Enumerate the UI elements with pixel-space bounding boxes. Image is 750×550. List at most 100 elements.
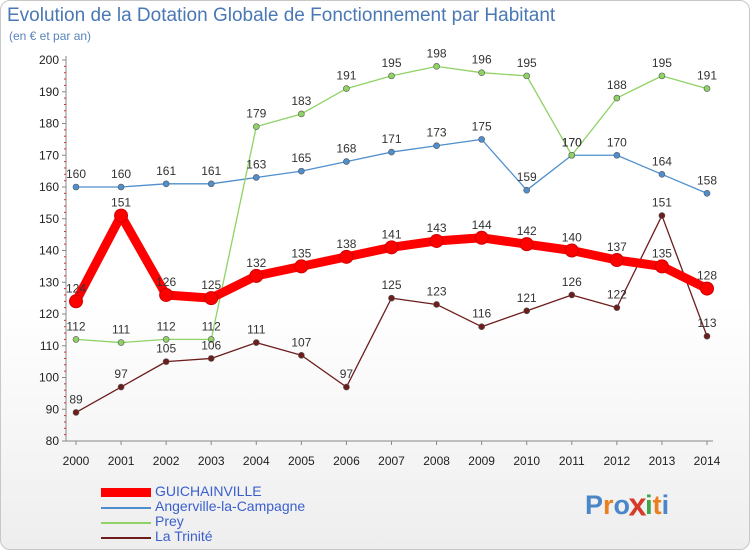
legend-label-guichainville: GUICHAINVILLE (155, 483, 262, 499)
data-label-angerville-la-campagne: 159 (517, 170, 537, 184)
data-point-la-trinit- (523, 307, 531, 315)
data-point-prey (117, 339, 125, 346)
data-label-prey: 195 (381, 56, 401, 70)
data-point-guichainville (204, 291, 219, 306)
data-point-prey (658, 72, 666, 80)
x-tick-label: 2014 (694, 454, 721, 468)
x-tick-label: 2007 (378, 454, 405, 468)
data-point-la-trinit- (568, 291, 576, 299)
data-label-prey: 111 (112, 323, 131, 337)
data-point-angerville-la-campagne (388, 148, 395, 156)
data-label-la-trinit-: 105 (156, 342, 176, 356)
data-label-la-trinit-: 106 (201, 338, 221, 352)
data-label-prey: 112 (202, 319, 221, 333)
data-point-angerville-la-campagne (433, 142, 440, 150)
data-label-guichainville: 135 (652, 246, 672, 260)
data-label-prey: 196 (472, 53, 492, 67)
data-point-la-trinit- (252, 339, 260, 346)
data-label-angerville-la-campagne: 170 (607, 135, 627, 149)
legend-swatch-guichainville (101, 485, 151, 500)
legend-item-guichainville: GUICHAINVILLE (101, 483, 381, 500)
y-tick-label: 170 (39, 148, 59, 162)
data-point-angerville-la-campagne (72, 183, 80, 191)
data-point-prey (343, 85, 350, 92)
data-point-prey (252, 123, 260, 130)
data-label-la-trinit-: 123 (427, 284, 447, 298)
data-point-prey (162, 336, 170, 343)
data-label-guichainville: 125 (201, 278, 221, 292)
data-point-la-trinit- (343, 383, 350, 391)
data-point-angerville-la-campagne (298, 167, 305, 175)
y-tick-label: 190 (39, 85, 59, 99)
data-label-la-trinit-: 97 (114, 367, 128, 381)
chart-title: Evolution de la Dotation Globale de Fonc… (7, 5, 556, 26)
data-point-guichainville (519, 237, 534, 252)
data-label-guichainville: 124 (66, 281, 86, 295)
data-point-prey (568, 151, 576, 159)
chart-subtitle: (en € et par an) (9, 29, 92, 43)
data-point-la-trinit- (207, 355, 215, 362)
logo-letter: o (613, 490, 631, 520)
data-label-guichainville: 144 (472, 218, 492, 232)
y-tick-label: 110 (40, 339, 59, 353)
logo-letter: P (585, 490, 604, 520)
data-point-la-trinit- (703, 332, 711, 340)
y-tick-label: 100 (39, 371, 59, 385)
data-label-guichainville: 140 (562, 231, 582, 245)
logo-letter: i (645, 490, 653, 520)
data-label-angerville-la-campagne: 173 (427, 126, 447, 140)
data-label-guichainville: 141 (381, 227, 401, 241)
data-label-prey: 191 (336, 69, 356, 83)
legend-swatch-la-trinit- (101, 530, 151, 545)
data-point-la-trinit- (72, 409, 80, 416)
x-tick-label: 2004 (243, 454, 270, 468)
data-point-angerville-la-campagne (252, 174, 260, 181)
data-label-angerville-la-campagne: 158 (697, 173, 717, 187)
data-point-guichainville (474, 230, 489, 245)
y-tick-label: 80 (46, 434, 60, 448)
data-point-guichainville (609, 253, 624, 268)
y-tick-label: 150 (39, 212, 59, 226)
data-label-prey: 112 (157, 319, 176, 333)
x-tick-label: 2008 (423, 454, 450, 468)
data-point-angerville-la-campagne (162, 180, 170, 188)
data-point-angerville-la-campagne (117, 183, 125, 191)
data-point-guichainville (294, 259, 309, 274)
data-label-prey: 191 (697, 69, 717, 83)
data-label-prey: 179 (246, 107, 266, 121)
logo-letter: x (628, 486, 647, 523)
data-point-la-trinit- (162, 358, 170, 365)
data-point-angerville-la-campagne (478, 136, 485, 143)
data-label-la-trinit-: 151 (652, 196, 672, 210)
legend-item-angerville-la-campagne: Angerville-la-Campagne (101, 498, 381, 515)
legend: GUICHAINVILLE Angerville-la-Campagne Prey L… (101, 483, 381, 545)
x-tick-label: 2013 (649, 454, 676, 468)
logo-letter: t (652, 490, 662, 520)
y-tick-label: 120 (39, 307, 59, 321)
data-label-angerville-la-campagne: 175 (472, 119, 492, 133)
data-point-prey (207, 336, 215, 343)
x-tick-label: 2000 (63, 454, 90, 468)
x-tick-label: 2009 (468, 454, 495, 468)
data-point-la-trinit- (658, 212, 666, 219)
data-label-angerville-la-campagne: 161 (201, 164, 221, 178)
data-label-guichainville: 143 (427, 221, 447, 235)
data-point-prey (433, 63, 440, 70)
data-label-prey: 170 (562, 135, 582, 149)
data-label-angerville-la-campagne: 165 (291, 151, 311, 165)
data-point-guichainville (114, 208, 129, 223)
data-label-guichainville: 138 (336, 237, 356, 251)
data-label-angerville-la-campagne: 160 (111, 167, 131, 181)
data-point-angerville-la-campagne (703, 190, 711, 197)
y-tick-label: 130 (39, 275, 59, 289)
data-label-angerville-la-campagne: 160 (66, 167, 86, 181)
data-point-prey (72, 336, 80, 343)
data-label-guichainville: 142 (517, 224, 537, 238)
data-point-guichainville (384, 240, 399, 255)
x-tick-label: 2006 (333, 454, 360, 468)
data-label-guichainville: 128 (697, 269, 717, 283)
data-label-guichainville: 135 (291, 246, 311, 260)
data-label-guichainville: 151 (111, 196, 131, 210)
data-point-prey (523, 72, 531, 80)
